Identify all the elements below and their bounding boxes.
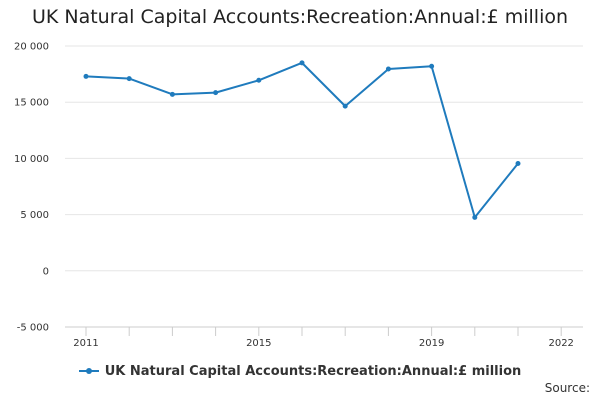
data-point	[213, 90, 219, 96]
y-tick-label: 5 000	[20, 210, 49, 221]
y-tick-label: 15 000	[14, 98, 49, 109]
legend[interactable]: UK Natural Capital Accounts:Recreation:A…	[0, 364, 600, 379]
x-tick-label: 2011	[73, 338, 98, 349]
data-point	[385, 66, 391, 72]
source-label: Source:	[544, 381, 590, 395]
y-tick-label: 20 000	[14, 42, 49, 53]
y-tick-label: 10 000	[14, 154, 49, 165]
data-point	[256, 77, 262, 83]
data-point	[169, 91, 175, 97]
data-point	[126, 76, 132, 82]
x-tick-label: 2022	[548, 338, 573, 349]
x-tick-label: 2019	[419, 338, 444, 349]
data-point	[472, 214, 478, 220]
y-tick-label: 0	[43, 266, 49, 277]
chart-title: UK Natural Capital Accounts:Recreation:A…	[31, 6, 569, 28]
y-tick-label: -5 000	[17, 323, 49, 334]
legend-label: UK Natural Capital Accounts:Recreation:A…	[104, 364, 522, 379]
series-line	[85, 61, 519, 219]
data-point	[342, 103, 348, 109]
x-tick-label: 2015	[246, 338, 271, 349]
data-point	[83, 73, 89, 79]
legend-line-icon	[78, 367, 99, 374]
data-point	[299, 60, 305, 66]
data-point	[515, 160, 521, 166]
data-point	[429, 63, 435, 69]
